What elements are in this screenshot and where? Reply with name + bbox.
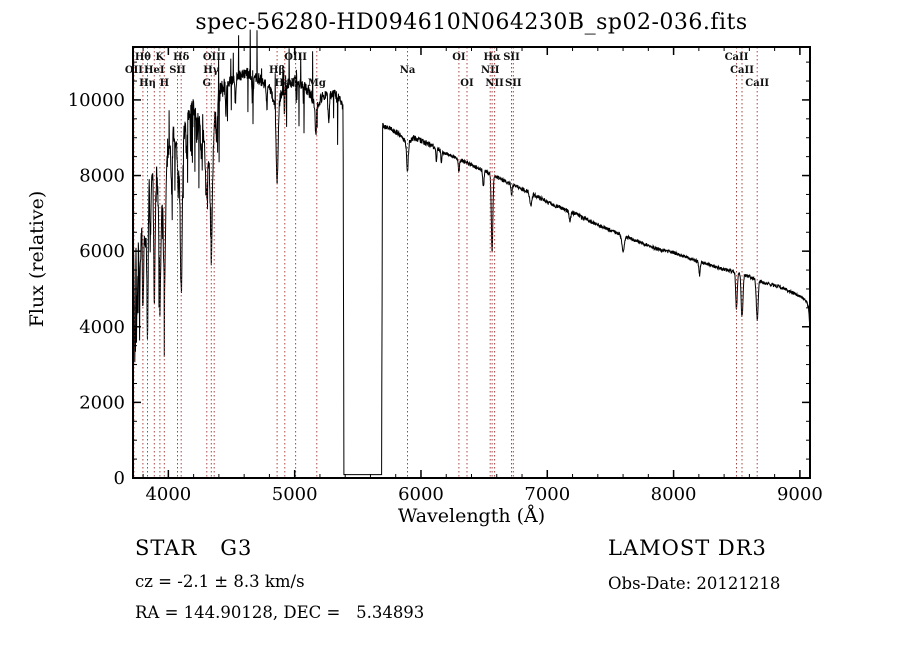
y-tick-label: 8000 <box>79 166 125 187</box>
plot-title: spec-56280-HD094610N064230B_sp02-036.fit… <box>195 10 748 35</box>
spectrum-trace <box>132 29 811 476</box>
x-tick-label: 5000 <box>272 484 318 505</box>
spectral-line-label: Hη <box>139 78 156 89</box>
x-tick-label: 9000 <box>777 484 823 505</box>
y-tick-label: 6000 <box>79 241 125 262</box>
y-tick-label: 0 <box>114 468 125 489</box>
x-tick-label: 4000 <box>145 484 191 505</box>
y-tick-label: 10000 <box>68 90 125 111</box>
spectral-line-label: Mg <box>308 78 326 89</box>
spectral-line-label: SII <box>505 78 522 89</box>
spectral-line-label: SII <box>503 52 520 63</box>
spectral-line-label: OIII <box>284 52 307 63</box>
spectral-line-label: OI <box>452 52 466 63</box>
spectral-line-label: Hδ <box>173 52 189 63</box>
spectral-line-label: CaII <box>745 78 769 89</box>
spectral-line-label: G <box>203 78 212 89</box>
spectral-line-label: NII <box>481 65 500 76</box>
spectral-line-label: Hγ <box>203 65 219 76</box>
x-tick-label: 8000 <box>651 484 697 505</box>
spectral-line-label: OI <box>460 78 474 89</box>
spectral-line-label: H <box>160 78 169 89</box>
obs-date-text: Obs-Date: 20121218 <box>608 574 781 593</box>
spectral-line-label: OII <box>125 65 143 76</box>
spectral-line-label: HeI <box>144 65 165 76</box>
spectral-line-label: Hβ <box>269 65 285 76</box>
y-tick-label: 4000 <box>79 317 125 338</box>
x-tick-label: 7000 <box>524 484 570 505</box>
spectral-line-label: OIII <box>203 52 226 63</box>
x-tick-label: 6000 <box>398 484 444 505</box>
spectral-line-label: HeI <box>275 78 296 89</box>
spectral-line-label: SII <box>169 65 186 76</box>
spectral-line-label: K <box>156 52 165 63</box>
spectral-line-label: Na <box>400 65 416 76</box>
spectral-line-label: Hα <box>484 52 501 63</box>
spectral-line-label: Hθ <box>135 52 151 63</box>
x-axis-label: Wavelength (Å) <box>397 505 546 527</box>
radial-velocity-text: cz = -2.1 ± 8.3 km/s <box>135 572 305 591</box>
survey-release-text: LAMOST DR3 <box>608 536 767 560</box>
object-class-text: STAR G3 <box>135 536 253 560</box>
y-tick-label: 2000 <box>79 392 125 413</box>
spectral-line-label: CaII <box>730 65 754 76</box>
coordinates-text: RA = 144.90128, DEC = 5.34893 <box>135 603 425 622</box>
spectral-line-label: CaII <box>725 52 749 63</box>
spectral-line-label: NII <box>485 78 504 89</box>
